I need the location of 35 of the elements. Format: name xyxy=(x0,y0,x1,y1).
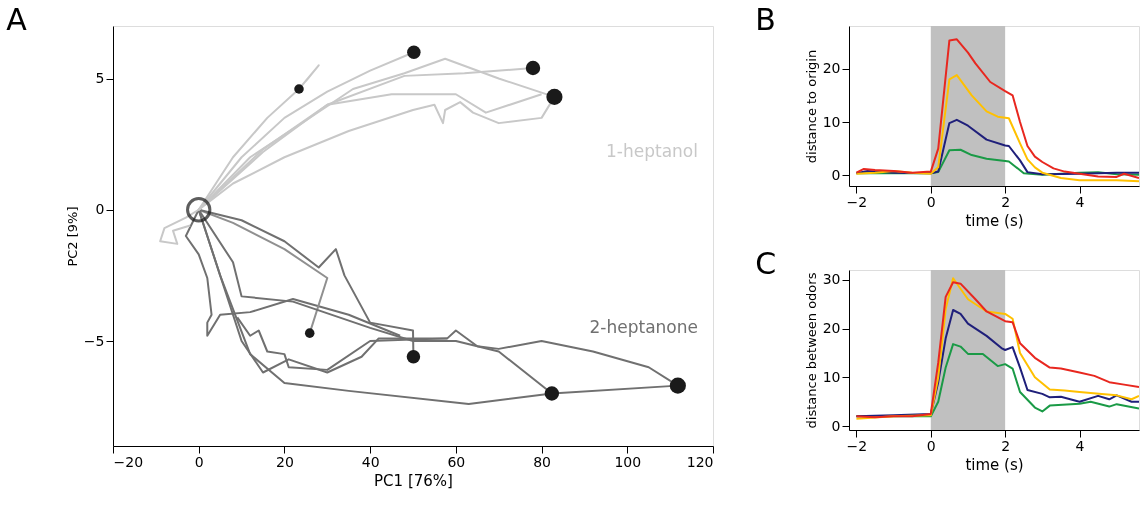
x-tick-label: 2 xyxy=(1001,437,1011,454)
x-tick-label: 0 xyxy=(926,193,936,210)
y-tick-label: 10 xyxy=(822,368,841,385)
y-tick-label: 20 xyxy=(822,320,841,337)
x-tick-label: 2 xyxy=(1001,193,1011,210)
y-tick-label: 20 xyxy=(822,60,841,77)
y-tick-label: 10 xyxy=(822,113,841,130)
x-tick-label: 80 xyxy=(533,453,551,470)
x-tick-label: −2 xyxy=(846,437,868,454)
x-tick-label: 100 xyxy=(614,453,642,470)
x-tick-label: 4 xyxy=(1075,193,1085,210)
x-tick-label: 0 xyxy=(926,437,936,454)
y-tick-label: 30 xyxy=(822,271,841,288)
chart-title: A xyxy=(6,2,28,37)
x-axis-title: time (s) xyxy=(965,455,1024,474)
y-axis-title: PC2 [9%] xyxy=(64,206,80,267)
y-tick-label: −5 xyxy=(83,332,105,349)
y-tick-label: 5 xyxy=(95,70,105,86)
y-axis-title: distance to origin xyxy=(803,49,819,164)
annotation: 2-heptanone xyxy=(589,317,698,338)
y-tick-label: 0 xyxy=(831,166,841,183)
x-axis-title: time (s) xyxy=(965,211,1024,230)
y-tick-label: 0 xyxy=(831,417,841,434)
y-axis-title: distance between odors xyxy=(803,272,819,429)
chart-title: B xyxy=(755,2,776,37)
x-tick-label: 60 xyxy=(447,453,466,470)
x-tick-label: −20 xyxy=(113,453,144,470)
x-tick-label: 20 xyxy=(276,453,294,470)
x-tick-label: −2 xyxy=(846,193,868,210)
x-tick-label: 0 xyxy=(194,453,204,470)
chart-title: C xyxy=(755,246,777,281)
x-tick-label: 40 xyxy=(361,453,380,470)
x-axis-title: PC1 [76%] xyxy=(374,471,453,490)
x-tick-label: 4 xyxy=(1075,437,1085,454)
x-tick-label: 120 xyxy=(686,453,714,470)
